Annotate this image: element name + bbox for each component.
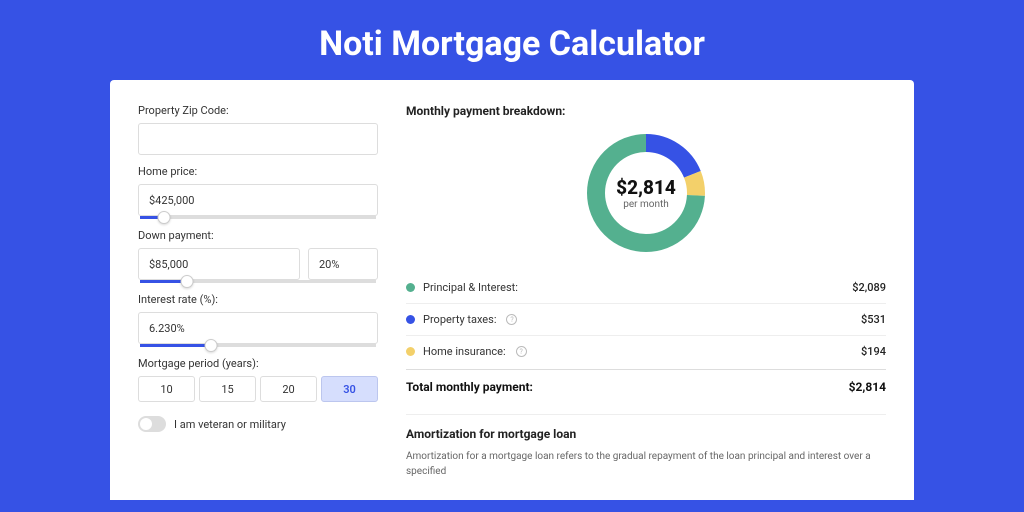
down-payment-label: Down payment: xyxy=(138,229,378,242)
legend: Principal & Interest: $2,089 Property taxe… xyxy=(406,272,886,367)
zip-field: Property Zip Code: xyxy=(138,104,378,155)
zip-label: Property Zip Code: xyxy=(138,104,378,117)
donut-sub: per month xyxy=(623,199,669,210)
legend-dot xyxy=(406,283,415,292)
home-price-slider[interactable] xyxy=(140,216,376,219)
legend-value: $2,089 xyxy=(852,281,886,294)
legend-label: Home insurance: xyxy=(423,345,506,358)
interest-rate-input[interactable] xyxy=(138,312,378,344)
down-payment-slider[interactable] xyxy=(140,280,376,283)
interest-rate-label: Interest rate (%): xyxy=(138,293,378,306)
breakdown-section: Monthly payment breakdown: $2,814 per mo… xyxy=(406,104,886,476)
donut-value: $2,814 xyxy=(616,176,676,199)
legend-label: Principal & Interest: xyxy=(423,281,518,294)
slider-thumb[interactable] xyxy=(204,339,217,352)
legend-row: Home insurance:? $194 xyxy=(406,336,886,367)
slider-thumb[interactable] xyxy=(157,211,170,224)
amortization-text: Amortization for a mortgage loan refers … xyxy=(406,449,886,479)
period-button-30[interactable]: 30 xyxy=(321,376,378,402)
legend-label: Property taxes: xyxy=(423,313,496,326)
donut-chart-wrap: $2,814 per month xyxy=(406,128,886,258)
home-price-label: Home price: xyxy=(138,165,378,178)
period-button-20[interactable]: 20 xyxy=(260,376,317,402)
home-price-input[interactable] xyxy=(138,184,378,216)
home-price-field: Home price: xyxy=(138,165,378,219)
legend-value: $194 xyxy=(861,345,886,358)
input-form: Property Zip Code: Home price: Down paym… xyxy=(138,104,378,476)
breakdown-title: Monthly payment breakdown: xyxy=(406,104,886,118)
legend-dot xyxy=(406,347,415,356)
veteran-row: I am veteran or military xyxy=(138,416,378,432)
donut-center: $2,814 per month xyxy=(581,128,711,258)
mortgage-period-label: Mortgage period (years): xyxy=(138,357,378,370)
legend-dot xyxy=(406,315,415,324)
total-value: $2,814 xyxy=(849,380,886,394)
legend-value: $531 xyxy=(861,313,886,326)
total-label: Total monthly payment: xyxy=(406,380,533,394)
veteran-toggle[interactable] xyxy=(138,416,166,432)
zip-input[interactable] xyxy=(138,123,378,155)
info-icon[interactable]: ? xyxy=(506,314,517,325)
page-title: Noti Mortgage Calculator xyxy=(0,0,1024,80)
slider-thumb[interactable] xyxy=(181,275,194,288)
down-payment-field: Down payment: xyxy=(138,229,378,283)
calculator-panel: Property Zip Code: Home price: Down paym… xyxy=(110,80,914,500)
amortization-title: Amortization for mortgage loan xyxy=(406,427,886,441)
period-button-15[interactable]: 15 xyxy=(199,376,256,402)
period-button-10[interactable]: 10 xyxy=(138,376,195,402)
legend-row: Property taxes:? $531 xyxy=(406,304,886,336)
total-row: Total monthly payment: $2,814 xyxy=(406,369,886,408)
mortgage-period-field: Mortgage period (years): 10152030 xyxy=(138,357,378,402)
down-payment-percent-input[interactable] xyxy=(308,248,378,280)
veteran-label: I am veteran or military xyxy=(174,418,286,431)
down-payment-amount-input[interactable] xyxy=(138,248,300,280)
interest-rate-slider[interactable] xyxy=(140,344,376,347)
legend-row: Principal & Interest: $2,089 xyxy=(406,272,886,304)
donut-chart: $2,814 per month xyxy=(581,128,711,258)
info-icon[interactable]: ? xyxy=(516,346,527,357)
period-options: 10152030 xyxy=(138,376,378,402)
divider xyxy=(406,414,886,415)
interest-rate-field: Interest rate (%): xyxy=(138,293,378,347)
